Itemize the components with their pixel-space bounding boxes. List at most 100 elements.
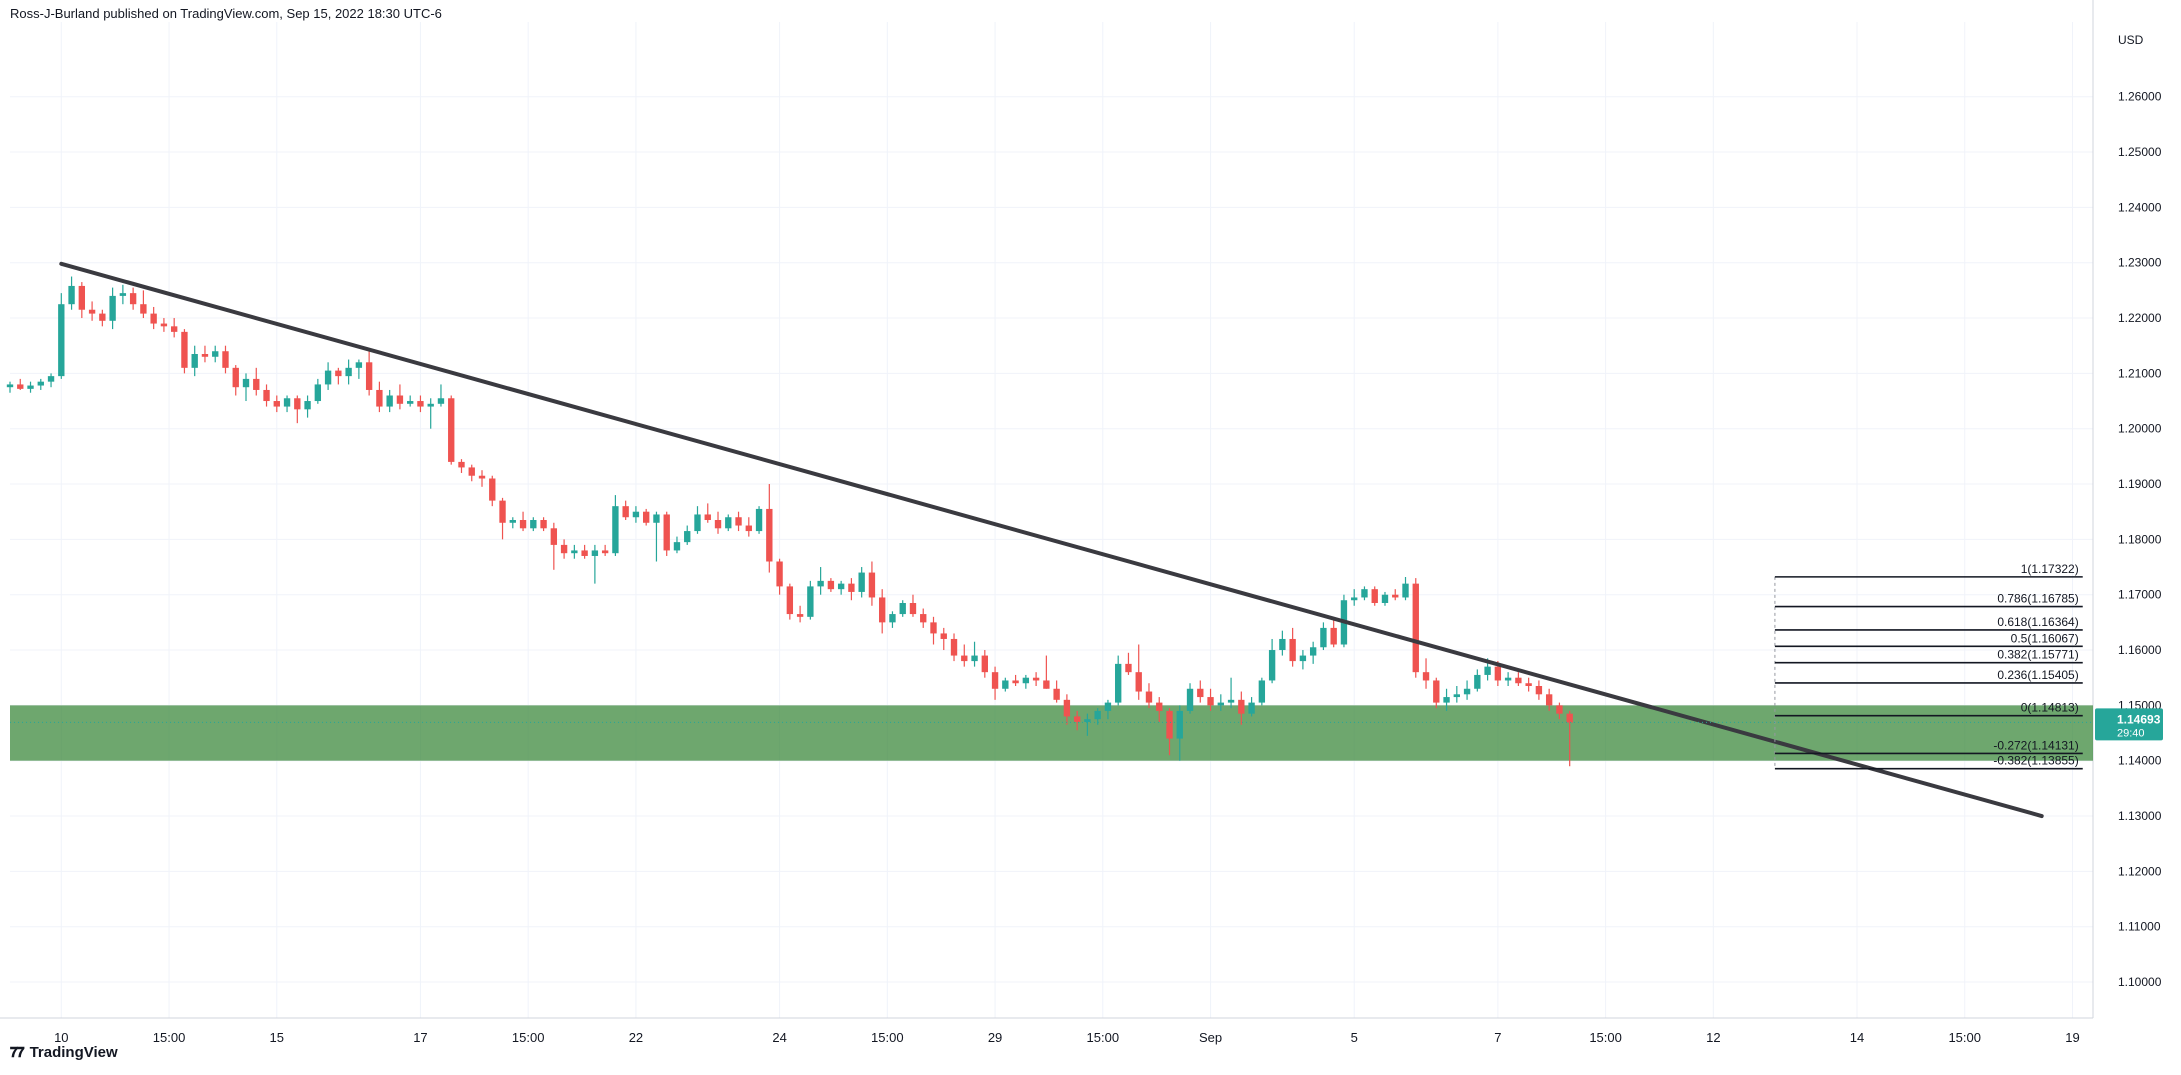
candle-body-up (673, 542, 681, 551)
candle-body-up (858, 572, 865, 592)
candle-body-down (129, 293, 137, 305)
publisher-header: Ross-J-Burland published on TradingView.… (10, 6, 442, 21)
price-tick-label: 1.10000 (2118, 975, 2162, 989)
candle-body-down (827, 580, 835, 590)
time-tick-label: 22 (629, 1030, 643, 1045)
price-tick-label: 1.23000 (2118, 256, 2162, 270)
candle-body-up (1186, 688, 1194, 711)
candle-body-up (345, 367, 352, 377)
candle-body-up (971, 655, 978, 662)
candle-body-up (119, 293, 127, 296)
candle-body-up (1309, 647, 1317, 656)
candle-body-down (181, 331, 188, 368)
candle-body-down (1135, 672, 1142, 692)
candle-body-up (242, 378, 250, 388)
price-tick-label: 1.17000 (2118, 588, 2162, 602)
candle-body-down (1556, 705, 1563, 714)
candle-body-down (622, 506, 629, 518)
candle-body-down (150, 313, 157, 324)
fib-level-label: 1(1.17322) (2021, 562, 2079, 576)
time-tick-label: 15 (270, 1030, 284, 1045)
candle-body-up (899, 603, 906, 615)
price-tick-label: 1.18000 (2118, 532, 2162, 546)
time-tick-label: 15:00 (1948, 1030, 1981, 1045)
candle-body-up (807, 586, 814, 617)
candle-body-down (1073, 716, 1081, 722)
time-tick-label: 10 (54, 1030, 68, 1045)
candle-body-down (1371, 589, 1378, 603)
candle-body-up (530, 520, 537, 529)
candle-body-up (1504, 677, 1512, 681)
tradingview-logo-icon: 𝟕𝟕 (10, 1044, 25, 1060)
candle-body-down (786, 586, 794, 615)
candle-body-up (212, 351, 219, 357)
candle-body-up (612, 506, 619, 554)
candle-body-up (109, 295, 116, 321)
price-tick-label: 1.19000 (2118, 477, 2162, 491)
time-tick-label: 7 (1494, 1030, 1501, 1045)
candle-body-down (1422, 672, 1430, 681)
fib-level-label: 0.236(1.15405) (1997, 668, 2078, 682)
candle-body-down (1289, 638, 1296, 662)
candle-body-down (766, 508, 773, 562)
candle-body-down (704, 514, 711, 520)
candle-body-up (571, 550, 578, 554)
last-price-value: 1.14693 (2117, 712, 2161, 726)
candle-body-down (981, 655, 988, 673)
candle-body-down (1515, 677, 1522, 684)
candle-body-down (1197, 688, 1204, 698)
time-tick-label: 5 (1351, 1030, 1358, 1045)
price-tick-label: 1.16000 (2118, 643, 2162, 657)
candle-body-down (140, 304, 147, 314)
candle-body-up (1320, 627, 1327, 648)
candle-body-up (632, 511, 640, 518)
time-tick-label: 14 (1850, 1030, 1864, 1045)
time-tick-label: 15:00 (1589, 1030, 1622, 1045)
candle-body-down (1545, 694, 1553, 706)
candle-body-down (78, 285, 86, 310)
fib-level-label: -0.272(1.14131) (1993, 738, 2078, 752)
candle-body-down (745, 525, 752, 532)
downtrend-line (59, 261, 2044, 819)
candle-body-down (99, 313, 106, 321)
time-tick-label: 15:00 (1087, 1030, 1120, 1045)
fib-level-label: 0.618(1.16364) (1997, 615, 2078, 629)
candle-body-up (755, 508, 763, 532)
price-tick-label: 1.26000 (2118, 90, 2162, 104)
candle-body-down (868, 572, 876, 598)
candle-body-up (1443, 697, 1450, 703)
candle-body-up (1463, 688, 1471, 695)
candle-body-down (1535, 686, 1543, 695)
candle-body-up (889, 614, 896, 623)
candle-body-down (643, 511, 650, 523)
candle-body-down (550, 528, 558, 545)
candle-body-down (560, 544, 568, 554)
candle-body-up (1258, 680, 1266, 703)
candle-body-up (1094, 710, 1101, 720)
candle-body-down (1412, 583, 1419, 673)
candle-body-down (170, 326, 178, 332)
candle-body-down (376, 389, 383, 407)
candle-body-down (540, 520, 547, 529)
price-tick-label: 1.24000 (2118, 200, 2162, 214)
candle-body-down (1012, 680, 1019, 684)
candle-body-down (1145, 691, 1153, 703)
candle-body-up (324, 370, 332, 385)
price-tick-label: 1.11000 (2118, 920, 2161, 934)
footer-brand[interactable]: 𝟕𝟕 TradingView (10, 1044, 118, 1061)
candle-body-down (1392, 594, 1399, 598)
candle-body-up (304, 401, 311, 410)
candle-body-up (37, 381, 44, 386)
fib-level-label: 0.382(1.15771) (1997, 648, 2078, 662)
candle-body-down (1566, 713, 1573, 723)
last-price-tag (2095, 708, 2163, 741)
candle-body-down (601, 550, 609, 554)
candle-body-down (848, 583, 855, 592)
candle-body-up (386, 395, 393, 407)
candle-body-down (160, 323, 168, 327)
candle-body-down (222, 351, 229, 368)
candle-body-down (940, 633, 947, 639)
candle-body-up (1361, 589, 1368, 598)
candle-body-down (17, 384, 24, 389)
